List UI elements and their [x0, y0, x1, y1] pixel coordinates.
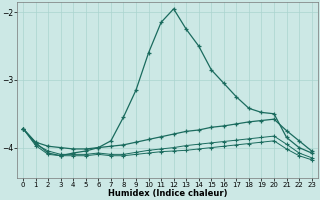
X-axis label: Humidex (Indice chaleur): Humidex (Indice chaleur)	[108, 189, 227, 198]
